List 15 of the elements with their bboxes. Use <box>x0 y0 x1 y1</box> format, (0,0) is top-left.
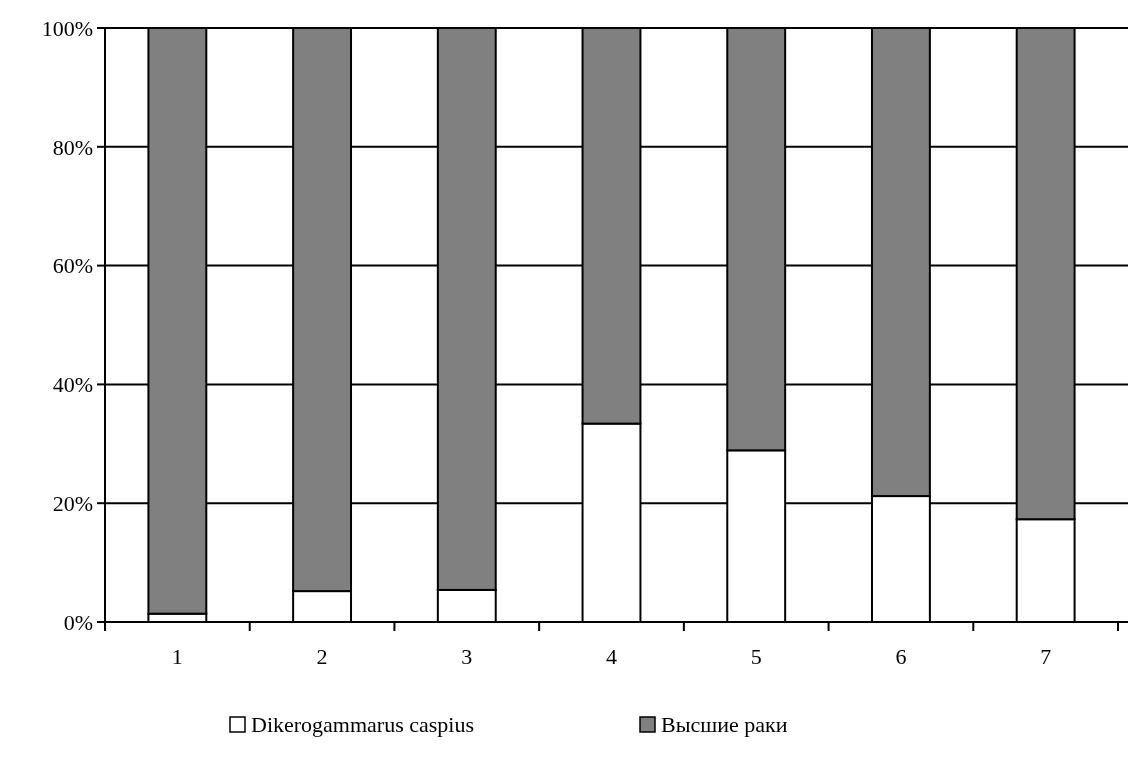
y-tick-label: 0% <box>63 609 93 635</box>
x-tick-label: 3 <box>461 644 473 669</box>
x-tick-label: 1 <box>171 644 183 669</box>
x-tick-label: 7 <box>1040 644 1052 669</box>
x-tick-label: 2 <box>316 644 328 669</box>
y-tick-label: 100% <box>41 15 93 41</box>
legend-label: Высшие раки <box>661 712 788 737</box>
y-tick-label: 40% <box>52 372 93 398</box>
y-tick-label: 80% <box>52 134 93 160</box>
y-tick-label: 60% <box>52 253 93 279</box>
x-tick-label: 4 <box>606 644 617 669</box>
legend-label: Dikerogammarus caspius <box>251 712 474 737</box>
x-tick-label: 6 <box>895 644 907 669</box>
x-tick-label: 5 <box>750 644 762 669</box>
y-tick-label: 20% <box>52 490 93 516</box>
